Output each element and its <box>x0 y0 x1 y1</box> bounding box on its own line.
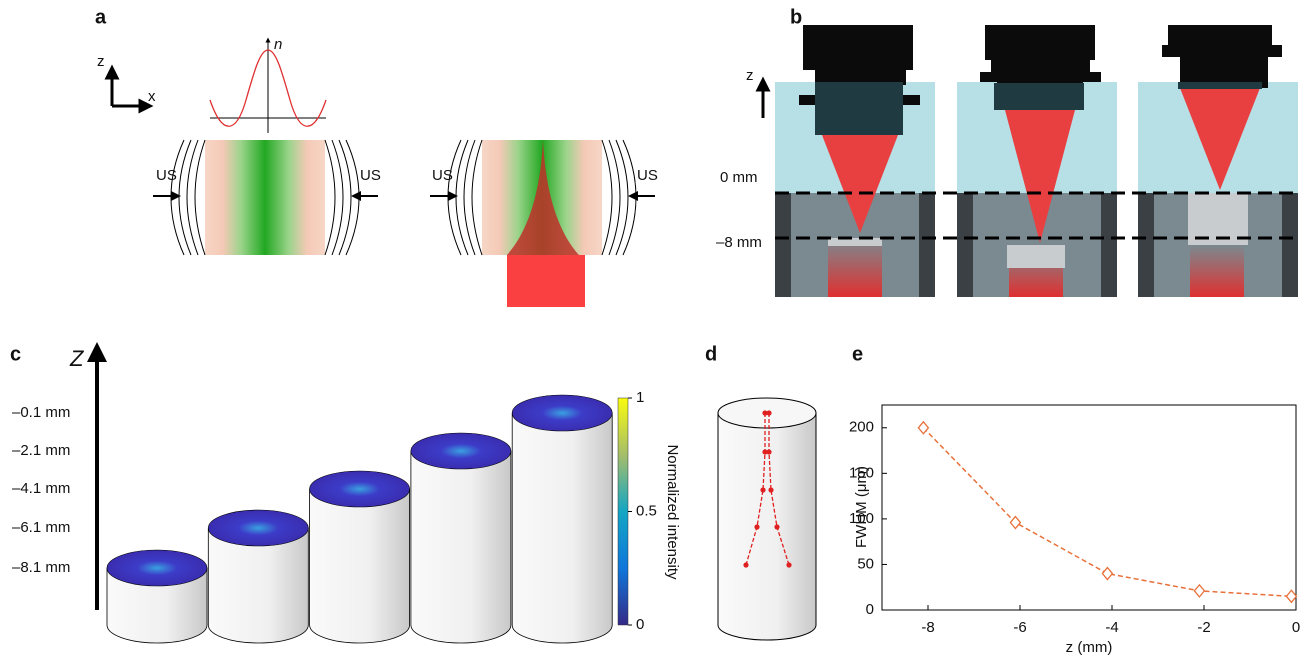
data-marker <box>1102 568 1112 580</box>
axis-label: z <box>97 53 105 70</box>
cylinder <box>512 413 612 643</box>
intensity-map <box>107 550 207 586</box>
figure: a b c d e z x n US US US US <box>0 0 1308 662</box>
y-tick-label: 0 <box>866 601 874 618</box>
colorbar-tick-label: 0 <box>636 616 644 633</box>
y-axis-label: FWHM (μm) <box>853 466 870 548</box>
panel-label: a <box>95 6 107 28</box>
us-label: US <box>432 167 453 184</box>
panel-d <box>718 398 816 640</box>
x-axis-label: z (mm) <box>1066 639 1113 656</box>
us-label: US <box>637 167 658 184</box>
data-marker <box>918 422 928 434</box>
panel-a <box>112 40 655 307</box>
data-marker <box>1010 517 1020 529</box>
x-tick-label: -6 <box>1013 619 1026 636</box>
panel-label: e <box>852 343 863 365</box>
colorbar-label: Normalized intensity <box>664 444 681 580</box>
y-tick-label: 50 <box>857 555 874 572</box>
axis-label: Z <box>69 346 85 371</box>
x-tick-label: 0 <box>1292 619 1300 636</box>
panel-c <box>97 352 632 643</box>
intensity-map <box>512 395 612 431</box>
plane-label: –8 mm <box>716 234 762 251</box>
panel-b <box>763 25 1300 297</box>
panel-label: d <box>705 343 717 365</box>
colorbar-tick-label: 1 <box>636 389 644 406</box>
x-tick-label: -8 <box>921 619 934 636</box>
panel-label: c <box>10 343 21 365</box>
depth-label: –6.1 mm <box>12 519 70 536</box>
y-tick-label: 200 <box>849 419 874 436</box>
depth-label: –4.1 mm <box>12 480 70 497</box>
x-tick-label: -4 <box>1105 619 1118 636</box>
axis-label: x <box>148 88 156 105</box>
depth-label: –8.1 mm <box>12 559 70 576</box>
plane-label: 0 mm <box>720 169 758 186</box>
intensity-map <box>208 510 308 546</box>
panel-label: b <box>790 6 802 28</box>
depth-label: –2.1 mm <box>12 442 70 459</box>
cylinder <box>310 489 410 643</box>
data-marker <box>1286 590 1296 602</box>
us-label: US <box>360 167 381 184</box>
data-marker <box>1194 585 1204 597</box>
axis-label: n <box>274 36 282 53</box>
colorbar-tick-label: 0.5 <box>636 502 657 519</box>
depth-label: –0.1 mm <box>12 404 70 421</box>
us-label: US <box>156 167 177 184</box>
x-tick-label: -2 <box>1197 619 1210 636</box>
intensity-map <box>411 433 511 469</box>
cylinder <box>411 451 511 643</box>
intensity-map <box>310 471 410 507</box>
axis-label: z <box>746 67 754 84</box>
